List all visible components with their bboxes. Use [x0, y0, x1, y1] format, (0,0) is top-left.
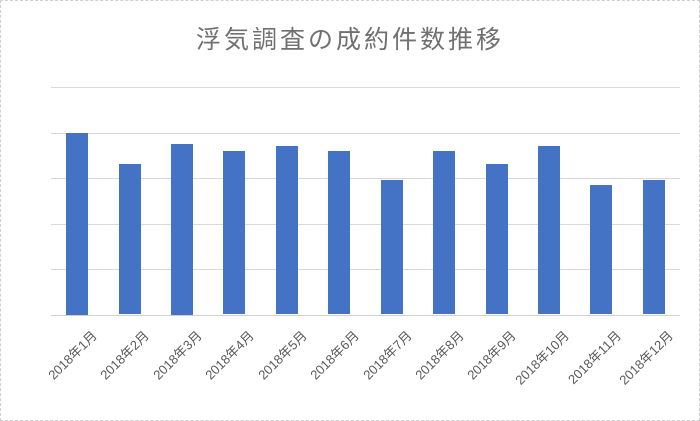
gridline [51, 178, 680, 179]
bar-1 [66, 132, 89, 315]
bar-12 [642, 180, 665, 315]
gridline [51, 269, 680, 270]
gridline [51, 87, 680, 88]
bar-3 [171, 143, 194, 315]
bar-9 [485, 164, 508, 315]
bar-5 [275, 146, 298, 315]
bar-7 [380, 180, 403, 315]
chart-title: 浮気調査の成約件数推移 [195, 26, 504, 54]
x-axis-line [51, 314, 680, 316]
bar-11 [590, 184, 613, 315]
gridline [51, 223, 680, 225]
bar-4 [223, 150, 246, 315]
gridline [51, 132, 680, 134]
bar-2 [118, 164, 141, 315]
bar-10 [537, 146, 560, 315]
bar-8 [433, 150, 456, 315]
bar-6 [328, 150, 351, 315]
